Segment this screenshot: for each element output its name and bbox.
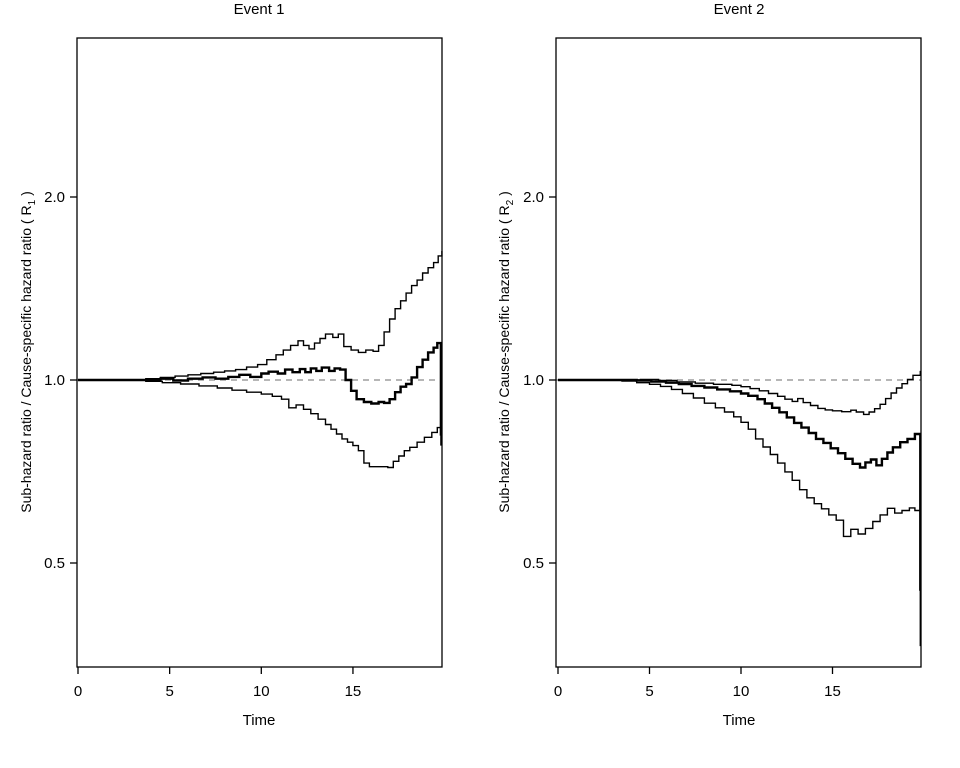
panel-1: 0 5 10 15 0.5 1.0 2.0 bbox=[44, 37, 443, 700]
panel-title-event-1: Event 1 bbox=[233, 1, 285, 18]
x-axis-label-event-2: Time bbox=[722, 712, 756, 729]
panel-2: 0 5 10 15 0.5 1.0 2.0 bbox=[523, 37, 922, 700]
y-tick-label: 1.0 bbox=[523, 372, 544, 389]
y-axis-label-event-1: Sub-hazard ratio / Cause-specific hazard… bbox=[18, 191, 38, 513]
plot-box bbox=[76, 37, 443, 668]
lower-band-curve bbox=[558, 379, 921, 647]
y-axis-label-event-2: Sub-hazard ratio / Cause-specific hazard… bbox=[496, 191, 516, 513]
x-tick-label: 5 bbox=[645, 683, 653, 700]
lower-band-curve bbox=[78, 379, 442, 469]
y-axis-label-subscript: 2 bbox=[504, 199, 516, 206]
plot-box bbox=[555, 37, 922, 668]
x-axis-label-event-1: Time bbox=[242, 712, 276, 729]
x-tick-label: 10 bbox=[253, 683, 270, 700]
x-tick-label: 5 bbox=[165, 683, 173, 700]
y-tick-label: 2.0 bbox=[44, 189, 65, 206]
x-tick-label: 15 bbox=[345, 683, 362, 700]
y-axis-label-subscript: 1 bbox=[26, 199, 38, 206]
y-axis-label-suffix: ) bbox=[496, 191, 513, 200]
x-tick-label: 0 bbox=[74, 683, 82, 700]
estimate-curve bbox=[78, 341, 443, 436]
y-tick-label: 0.5 bbox=[523, 555, 544, 572]
estimate-curve bbox=[558, 378, 922, 591]
upper-band-curve bbox=[78, 251, 443, 381]
x-tick-label: 10 bbox=[733, 683, 750, 700]
x-tick-label: 15 bbox=[824, 683, 841, 700]
panel-title-event-2: Event 2 bbox=[713, 1, 765, 18]
y-tick-label: 2.0 bbox=[523, 189, 544, 206]
x-tick-label: 0 bbox=[554, 683, 562, 700]
y-axis-label-text: Sub-hazard ratio / Cause-specific hazard… bbox=[18, 205, 35, 513]
upper-band-curve bbox=[558, 370, 921, 416]
y-axis-label-text: Sub-hazard ratio / Cause-specific hazard… bbox=[496, 205, 513, 513]
y-axis-label-suffix: ) bbox=[18, 191, 35, 200]
y-tick-label: 0.5 bbox=[44, 555, 65, 572]
y-tick-label: 1.0 bbox=[44, 372, 65, 389]
